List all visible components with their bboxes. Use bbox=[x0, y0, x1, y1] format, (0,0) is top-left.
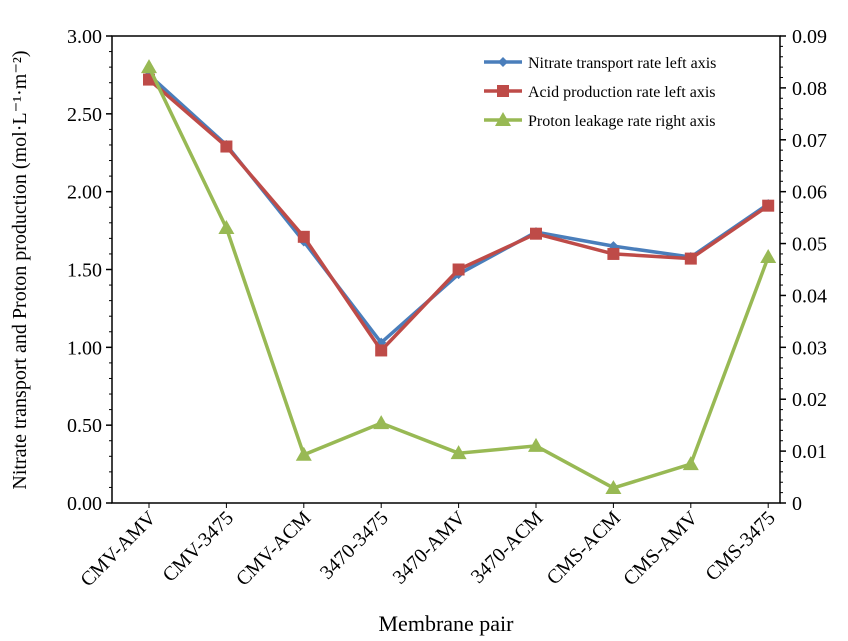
y-right-tick-label: 0.07 bbox=[792, 130, 827, 152]
x-axis-title: Membrane pair bbox=[379, 611, 515, 636]
data-point bbox=[760, 249, 777, 264]
plot-frame bbox=[111, 35, 781, 504]
data-point bbox=[220, 140, 233, 153]
x-tick-label: 3470-ACM bbox=[467, 507, 548, 588]
y-right-tick-label: 0.08 bbox=[792, 78, 827, 100]
data-point bbox=[297, 230, 310, 243]
y-tick-label: 2.50 bbox=[67, 104, 102, 126]
x-tick-label: CMS-ACM bbox=[543, 507, 626, 590]
x-tick-label: CMS-AMV bbox=[619, 507, 703, 591]
data-point bbox=[682, 456, 699, 471]
legend-label: Nitrate transport rate left axis bbox=[528, 55, 716, 72]
x-tick-label: CMV-AMV bbox=[76, 507, 161, 592]
data-point bbox=[605, 479, 622, 494]
data-point bbox=[528, 437, 544, 452]
y-right-tick-label: 0.06 bbox=[792, 182, 827, 204]
data-point bbox=[295, 446, 312, 461]
y-right-tick-label: 0.04 bbox=[792, 285, 827, 307]
y-right-tick-label: 0.05 bbox=[792, 234, 827, 256]
y-right-tick-label: 0.03 bbox=[792, 337, 827, 359]
legend-label: Acid production rate left axis bbox=[528, 84, 716, 101]
data-point bbox=[530, 227, 542, 240]
data-point bbox=[452, 263, 465, 276]
y-tick-label: 3.00 bbox=[67, 26, 102, 48]
data-point bbox=[684, 252, 697, 265]
data-point bbox=[218, 219, 235, 234]
data-point bbox=[607, 247, 620, 260]
y-right-tick-label: 0.02 bbox=[792, 389, 827, 411]
data-point bbox=[495, 112, 511, 126]
x-tick-label: 3470-AMV bbox=[389, 507, 471, 589]
data-point bbox=[497, 85, 509, 97]
y-tick-label: 2.00 bbox=[67, 182, 102, 204]
x-tick-label: CMV-3475 bbox=[158, 507, 237, 586]
legend-label: Proton leakage rate right axis bbox=[528, 113, 716, 130]
data-point bbox=[450, 445, 467, 460]
y-right-tick-label: 0.09 bbox=[792, 26, 827, 48]
y-tick-label: 1.00 bbox=[67, 337, 102, 359]
y-right-tick-label: 0 bbox=[792, 493, 802, 515]
data-point bbox=[373, 415, 390, 430]
y-tick-label: 0.00 bbox=[67, 493, 102, 515]
data-point bbox=[375, 344, 388, 357]
data-point bbox=[762, 199, 775, 212]
x-tick-label: 3470-3475 bbox=[316, 507, 393, 584]
data-point bbox=[141, 59, 157, 74]
x-tick-label: CMS-3475 bbox=[701, 507, 779, 585]
y-right-tick-label: 0.01 bbox=[792, 441, 827, 463]
y-axis-title: Nitrate transport and Proton production … bbox=[9, 50, 31, 489]
y-tick-label: 1.50 bbox=[67, 260, 102, 282]
x-tick-label: CMV-ACM bbox=[232, 507, 316, 591]
data-point bbox=[498, 57, 508, 67]
y-tick-label: 0.50 bbox=[67, 415, 102, 437]
